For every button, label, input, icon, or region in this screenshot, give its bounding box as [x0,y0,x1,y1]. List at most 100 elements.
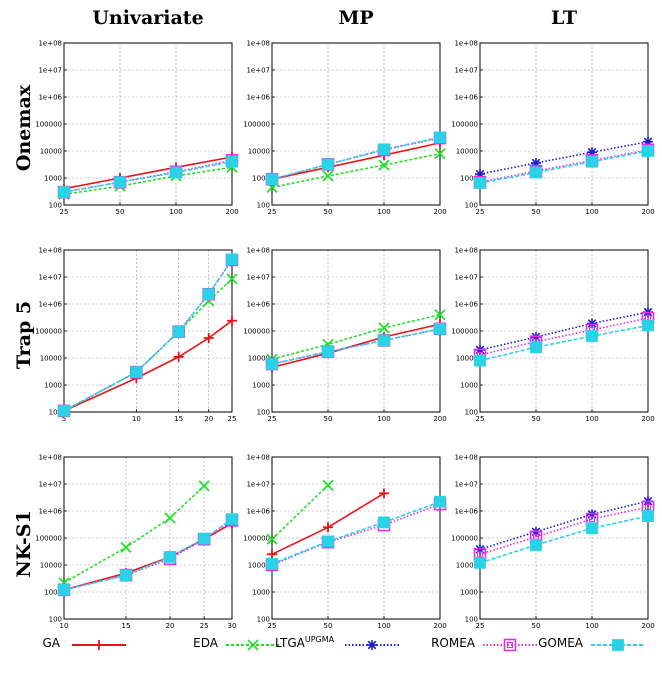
y-tick-label: 10000 [456,355,478,363]
y-tick-label: 1e+07 [38,481,62,489]
legend-label-ltga-main: LTGA [275,636,306,650]
y-tick-label: 1e+07 [38,67,62,75]
data-point-gomea [226,155,238,168]
series-group [265,309,447,373]
y-tick-label: 10000 [456,148,478,156]
data-point-ga [379,488,389,499]
y-tick-label: 100000 [243,328,270,336]
series-line-eda [271,484,329,540]
plot-frame [63,42,233,206]
data-point-gomea [530,166,542,179]
data-point-eda [434,309,446,321]
data-point-gomea [130,366,143,379]
data-point-gomea [202,288,215,301]
grid [479,456,649,620]
y-tick-label: 1e+06 [246,301,270,309]
data-point-gomea [642,145,654,157]
series-group [265,479,447,572]
x-tick-label: 50 [532,208,541,216]
y-tick-label: 10000 [248,562,270,570]
data-point-gomea [226,513,238,526]
data-point-gomea [586,522,598,535]
grid [271,42,441,206]
series-line-gomea [479,515,649,564]
series-line-gomea [479,150,649,184]
x-tick-label: 25 [476,208,485,216]
data-point-ltga [587,147,597,158]
x-tick-label: 25 [60,208,69,216]
data-point-ga [227,315,237,326]
legend-label-eda: EDA [193,636,219,650]
y-tick-label: 1e+06 [246,508,270,516]
y-tick-label: 1000 [460,382,478,390]
data-point-eda [378,159,390,171]
data-point-ga [203,333,214,344]
data-point-gomea [378,334,390,347]
grid [479,42,649,206]
y-tick-label: 100 [49,202,62,210]
y-tick-label: 1e+06 [454,94,478,102]
data-point-eda [322,479,334,491]
x-tick-label: 25 [476,622,485,630]
legend-label-ltga-sup: UPGMA [305,635,335,644]
x-tick-label: 200 [433,622,446,630]
x-tick-label: 50 [324,208,333,216]
data-point-gomea [586,330,598,342]
series-line-gomea [271,501,441,565]
series-line-romea [63,259,233,412]
series-group [473,136,655,189]
data-point-ltga [587,318,597,329]
series-line-romea [271,328,441,365]
panel-trap-5-mp: 100 1000 10000 100000 1e+06 1e+07 1e+08 25 50 100… [243,247,446,424]
data-point-ltga [531,157,541,168]
y-tick-label: 1e+06 [38,301,62,309]
y-tick-label: 100 [49,409,62,417]
x-tick-label: 100 [377,622,390,630]
legend-swatch-ga [72,640,126,650]
data-point-gomea [226,253,238,266]
data-point-eda [434,147,446,160]
y-tick-label: 100000 [243,121,270,129]
y-tick-label: 1000 [252,382,270,390]
y-tick-label: 100 [257,409,270,417]
grid [63,249,233,413]
y-tick-label: 1e+08 [246,40,270,48]
panel-nk-s1-mp: 100 1000 10000 100000 1e+06 1e+07 1e+08 25 50 100… [243,454,446,631]
y-tick-label: 100 [49,616,62,624]
x-tick-label: 100 [169,208,182,216]
series-line-eda [271,152,441,189]
x-tick-label: 15 [174,415,183,423]
y-tick-label: 10000 [40,148,62,156]
legend-item-eda: EDA [193,636,280,651]
series-line-gomea [479,324,649,362]
y-tick-label: 10000 [40,355,62,363]
legend: GA EDA LTGAUPGMA ROMEA GOMEA [42,635,645,652]
data-point-gomea [434,495,446,508]
data-point-eda [322,170,334,182]
data-point-gomea [266,358,278,370]
series-line-romea [271,503,441,566]
legend-label-romea: ROMEA [431,636,476,650]
y-tick-label: 1e+08 [38,40,62,48]
y-tick-label: 1000 [44,175,62,183]
legend-swatch-romea [483,638,537,652]
y-tick-label: 1000 [460,589,478,597]
series-line-gomea [271,136,441,180]
x-tick-label: 50 [324,622,333,630]
y-tick-label: 1e+07 [38,274,62,282]
y-tick-label: 100 [465,409,478,417]
legend-swatch-ltga [345,640,399,650]
y-tick-label: 1e+08 [246,454,270,462]
series-line-gomea [63,518,233,591]
x-tick-label: 100 [585,622,598,630]
series-group [473,307,655,367]
y-tick-label: 100000 [35,328,62,336]
y-tick-label: 10000 [40,562,62,570]
x-tick-label: 200 [225,208,238,216]
y-tick-label: 1e+07 [246,67,270,75]
plot-frame [271,42,441,206]
data-point-eda [164,512,176,524]
data-point-gomea [434,322,446,335]
panel-onemax-lt: 100 1000 10000 100000 1e+06 1e+07 1e+08 25 50 100… [451,40,654,217]
y-tick-label: 1e+06 [454,508,478,516]
